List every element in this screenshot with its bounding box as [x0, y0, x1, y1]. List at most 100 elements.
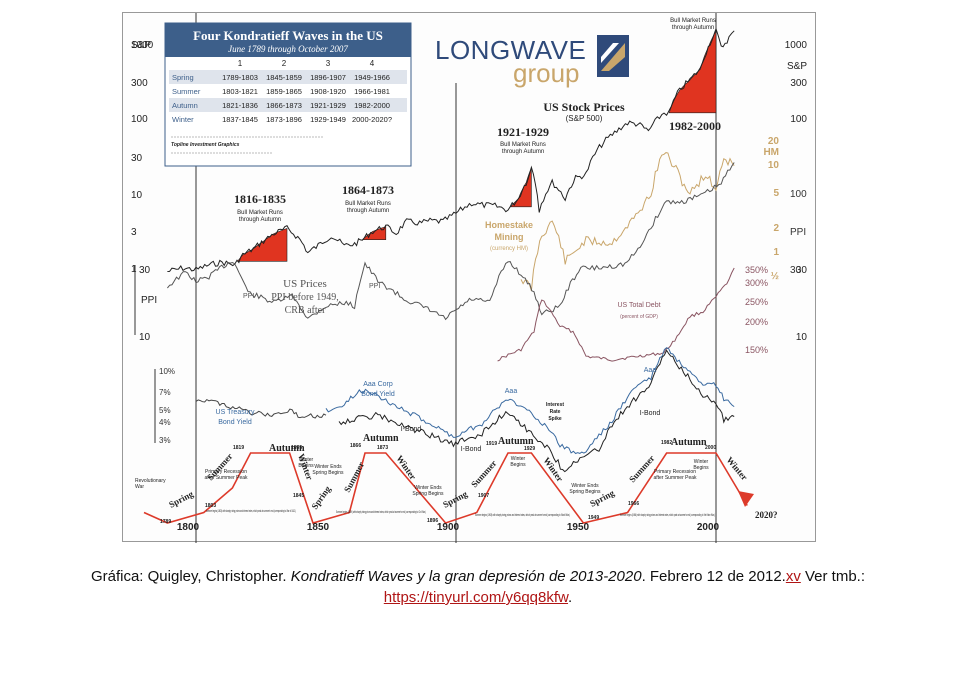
- primary-recession-label: after Summer Peak: [653, 475, 697, 481]
- ppi-line: [167, 162, 735, 321]
- yield-tick: 10%: [159, 367, 175, 376]
- ppi-right-label: PPI: [790, 227, 806, 238]
- aaa-label: Aaa Corp: [363, 381, 393, 388]
- ibond-yield-line: [338, 349, 735, 473]
- left-tick: 3: [131, 227, 137, 238]
- ibond-label: I-Bond: [640, 410, 661, 417]
- ibond-label: I-Bond: [461, 446, 482, 453]
- longwave-logo: LONGWAVE group: [435, 35, 629, 88]
- svg-text:1845: 1845: [293, 493, 304, 499]
- wave-year-labels: 1819 1835 1845 1866 1873 1919 1929 1949 …: [160, 440, 716, 525]
- winter-begins-label: Winter: [299, 457, 314, 463]
- svg-text:1873: 1873: [377, 445, 388, 451]
- ppi-right-axis: 100 PPI 30: [790, 189, 807, 276]
- table-cell: 1949-1966: [354, 73, 390, 82]
- stock-title: US Stock Prices: [543, 100, 625, 114]
- debt-tick: 200%: [745, 317, 768, 327]
- debt-tick: 300%: [745, 278, 768, 288]
- left-sp-axis: S&P 1000 300 100 30 10 3 1: [131, 40, 154, 275]
- winter-ends-label: Winter Ends: [571, 483, 599, 489]
- table-rows: Spring 1789-1803 1845-1859 1896-1907 194…: [172, 73, 392, 124]
- winter-ends-label: Spring Begins: [312, 470, 344, 476]
- hm-axis: 20 HM 10 5 2 1 ½: [763, 136, 779, 282]
- yield-tick: 5%: [159, 406, 171, 415]
- table-col: 2: [282, 59, 287, 68]
- table-col: 4: [370, 59, 375, 68]
- bull-label: Bull Market Runs: [345, 201, 391, 207]
- treasury-yield-line: [195, 398, 327, 419]
- kondratieff-chart: S&P 1000 300 100 30 10 3 1 30 10 PPI 100…: [122, 12, 816, 543]
- season-autumn-label: Autumn: [269, 443, 305, 454]
- season-spring: Spring: [172, 73, 194, 82]
- season-spring-label: Spring: [167, 488, 195, 509]
- yield-tick: 4%: [159, 418, 171, 427]
- caption-ref-link[interactable]: xv: [785, 568, 801, 585]
- yield-tick: 3%: [159, 436, 171, 445]
- wave-note: Summer begins (1859) with sharply rising…: [336, 509, 426, 514]
- left-tick: 1: [131, 264, 137, 275]
- forecast-label: 2020?: [755, 510, 778, 520]
- primary-recession-label: Primary Recession: [654, 469, 696, 475]
- season-summer-label: Summer: [627, 453, 657, 484]
- table-cell: 1908-1920: [310, 87, 346, 96]
- table-header: [165, 23, 411, 57]
- table-note: Topline Investment Graphics: [171, 142, 240, 148]
- table-cell: 1873-1896: [266, 115, 302, 124]
- svg-text:1789: 1789: [160, 519, 171, 525]
- interest-label: Rate: [550, 409, 561, 415]
- aaa-label: Aaa: [644, 367, 657, 374]
- homestake-label: (currency HM): [490, 246, 528, 252]
- yield-tick: 7%: [159, 388, 171, 397]
- winter-ends-label: Winter Ends: [414, 485, 442, 491]
- table-cell: 1859-1865: [266, 87, 302, 96]
- chart-subtitle: June 1789 through October 2007: [228, 44, 348, 54]
- debt-axis: 350% 300% 250% 200% 150%: [745, 265, 768, 355]
- right-tick: 30: [796, 265, 808, 276]
- hm-tick: ½: [771, 271, 779, 282]
- winter-ends-label: Winter Ends: [314, 464, 342, 470]
- info-table: Four Kondratieff Waves in the US June 17…: [164, 22, 412, 167]
- svg-text:1803: 1803: [205, 503, 216, 509]
- table-cell: 1896-1907: [310, 73, 346, 82]
- bull-years: 1864-1873: [342, 183, 394, 197]
- bull-label: through Autumn: [672, 25, 714, 31]
- bull-label: Bull Market Runs: [237, 210, 283, 216]
- winter-begins-label: Begins: [693, 465, 709, 471]
- homestake-line: [520, 152, 735, 291]
- treasury-label: Bond Yield: [218, 419, 252, 426]
- us-prices-label: PPI before 1949,: [271, 292, 339, 303]
- hm-tick: 2: [773, 223, 779, 234]
- wave-note: Summer begins (1966) with sharply rising…: [620, 512, 715, 517]
- chart-title: Four Kondratieff Waves in the US: [193, 28, 383, 43]
- wave-note: Summer begins (1908) with sharply rising…: [475, 512, 570, 517]
- bull-label: through Autumn: [239, 217, 281, 223]
- left-tick: 30: [131, 153, 143, 164]
- ppi-left-label: PPI: [141, 295, 157, 306]
- table-columns: 1 2 3 4: [238, 59, 375, 68]
- caption-url-link[interactable]: https://tinyurl.com/y6qq8kfw: [383, 589, 569, 606]
- ppi-right-tick: 100: [790, 189, 807, 200]
- table-cell: 1789-1803: [222, 73, 258, 82]
- svg-text:1966: 1966: [628, 501, 639, 507]
- hm-tick: 1: [773, 247, 779, 258]
- svg-text:1949: 1949: [588, 515, 599, 521]
- caption-end: .: [568, 589, 573, 606]
- bull-market-fill-2: [361, 226, 387, 240]
- ppi-left-tick: 30: [139, 265, 151, 276]
- right-tick: 10: [796, 332, 808, 343]
- right-sp-axis: 1000 300 100 30 10 S&P: [785, 40, 808, 343]
- bull-market-fill-1: [236, 227, 288, 262]
- table-cell: 1982-2000: [354, 101, 390, 110]
- chart-canvas: S&P 1000 300 100 30 10 3 1 30 10 PPI 100…: [131, 13, 808, 543]
- svg-text:1982: 1982: [661, 440, 672, 446]
- season-summer-label: Summer: [469, 458, 499, 489]
- hm-tick: 5: [773, 188, 779, 199]
- ppi-label: PPI: [243, 293, 254, 300]
- logo-group: group: [513, 58, 580, 88]
- homestake-label: Homestake: [485, 220, 533, 230]
- us-prices-label: US Prices: [283, 278, 327, 290]
- right-tick: 300: [790, 78, 807, 89]
- hm-tick: 20: [768, 136, 780, 147]
- homestake-label: Mining: [495, 232, 524, 242]
- wave-note: Summer begins (1803) with sharply rising…: [206, 508, 296, 513]
